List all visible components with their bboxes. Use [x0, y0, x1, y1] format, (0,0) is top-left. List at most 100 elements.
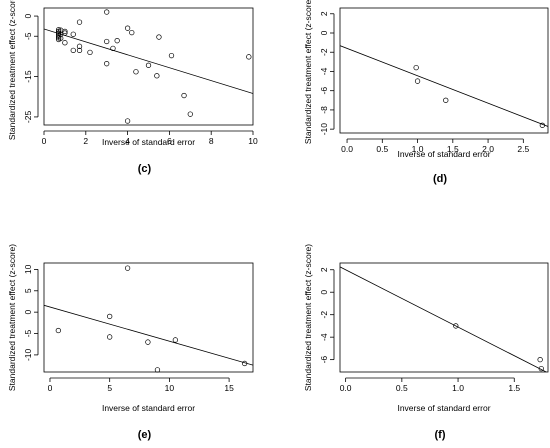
- data-point: [145, 62, 152, 68]
- data-point: [453, 323, 459, 329]
- data-point: [246, 54, 252, 60]
- chart-panel: 0.0 0.5 1.0 1.5 2 0 -2 -4 -6 Inverse of standard …: [303, 244, 549, 441]
- y-tick-label: -15: [23, 70, 33, 83]
- x-tick-label: 15: [224, 383, 234, 393]
- x-tick-label: 4: [125, 136, 130, 146]
- y-axis-label: Standardized treatment effect (z-score): [7, 244, 17, 391]
- data-point: [133, 69, 139, 75]
- y-axis-label: Standardized treatment effect (z-score): [7, 0, 17, 140]
- regression-line: [340, 266, 548, 372]
- y-tick-label: -10: [319, 123, 329, 136]
- data-point: [241, 360, 248, 367]
- x-tick-label: 2: [83, 136, 88, 146]
- regression-line: [340, 45, 548, 127]
- data-point: [154, 367, 161, 373]
- y-tick-label: 10: [23, 264, 33, 274]
- data-point: [168, 52, 175, 59]
- data-point: [413, 64, 419, 71]
- x-axis-label: Inverse of standard error: [397, 149, 490, 159]
- regression-line: [44, 304, 253, 366]
- data-point: [70, 47, 76, 54]
- y-tick-label: -5: [23, 329, 33, 337]
- data-point: [124, 25, 131, 31]
- data-point: [145, 339, 151, 345]
- x-tick-label: 10: [248, 136, 258, 146]
- chart-panel: 0.0 0.5 1.0 1.5 2.0 2.5 2 0 -2 -4 -6 -8 -10 Inverse o…: [303, 0, 549, 185]
- x-axis-label: Inverse of standard error: [102, 137, 195, 147]
- x-tick-label: 0.5: [376, 144, 388, 154]
- data-point: [62, 30, 68, 36]
- data-point: [104, 61, 110, 67]
- x-tick-label: 2.0: [482, 144, 494, 154]
- y-axis-label: Standardized treatment effect (z-score): [303, 0, 313, 144]
- data-point: [58, 35, 64, 41]
- y-tick-label: -5: [23, 32, 33, 40]
- plot-frame: [339, 7, 549, 134]
- data-point: [104, 38, 110, 45]
- data-point: [539, 122, 546, 128]
- data-point: [172, 337, 179, 343]
- y-tick-label: -2: [319, 48, 329, 56]
- data-point: [76, 43, 83, 49]
- data-point: [70, 31, 76, 37]
- x-tick-label: 0.0: [340, 383, 352, 393]
- x-tick-label: 1.5: [508, 383, 520, 393]
- data-point: [107, 334, 113, 340]
- data-point: [129, 29, 135, 36]
- data-point: [107, 313, 113, 320]
- x-tick-label: 0.0: [341, 144, 353, 154]
- data-point: [76, 19, 83, 25]
- data-point: [87, 49, 93, 56]
- x-tick-label: 0: [48, 383, 53, 393]
- y-tick-label: 5: [23, 288, 33, 293]
- data-point: [124, 265, 131, 271]
- panel-label: (f): [435, 429, 446, 441]
- data-point: [62, 40, 68, 46]
- x-tick-label: 6: [167, 136, 172, 146]
- plot-frame: [43, 262, 254, 373]
- y-tick-label: -10: [23, 348, 33, 361]
- x-tick-label: 0: [42, 136, 47, 146]
- x-axis-label: Inverse of standard error: [102, 403, 195, 413]
- y-tick-label: 0: [319, 290, 329, 295]
- x-tick-label: 1.0: [412, 144, 424, 154]
- data-point: [154, 73, 160, 79]
- data-point: [443, 97, 449, 103]
- x-tick-label: 0.5: [396, 383, 408, 393]
- y-tick-label: 2: [319, 267, 329, 272]
- y-tick-label: 0: [23, 13, 33, 18]
- data-point: [76, 47, 83, 54]
- x-axis-label: Inverse of standard error: [397, 403, 490, 413]
- data-point: [62, 28, 68, 35]
- y-tick-label: -2: [319, 311, 329, 319]
- data-point: [156, 34, 162, 40]
- data-point: [114, 38, 120, 44]
- y-tick-label: 0: [319, 30, 329, 35]
- x-tick-label: 1.0: [452, 383, 464, 393]
- y-axis-label: Standardized treatment effect (z-score): [303, 244, 313, 391]
- panel-label: (c): [138, 163, 152, 175]
- regression-line: [44, 28, 253, 94]
- plot-frame: [43, 7, 254, 126]
- y-tick-label: -25: [23, 111, 33, 124]
- data-point: [104, 9, 110, 15]
- y-tick-label: -4: [319, 67, 329, 75]
- chart-panel: 0 2 4 6 8 10 0 -5 -15 -25 Inverse of standard erro…: [7, 0, 258, 175]
- data-point: [181, 92, 187, 99]
- y-tick-label: 0: [23, 310, 33, 315]
- chart-panel: 0 5 10 15 10 5 0 -5 -10 Inverse of standard error…: [7, 244, 254, 441]
- data-point: [537, 356, 543, 363]
- y-tick-label: -4: [319, 333, 329, 341]
- y-tick-label: -8: [319, 106, 329, 114]
- x-tick-label: 2.5: [517, 144, 529, 154]
- data-point: [187, 111, 193, 117]
- plot-frame: [339, 262, 549, 373]
- x-tick-label: 8: [209, 136, 214, 146]
- panel-label: (e): [138, 429, 152, 441]
- y-tick-label: -6: [319, 87, 329, 95]
- x-tick-label: 10: [165, 383, 175, 393]
- y-tick-label: 2: [319, 11, 329, 16]
- data-point: [55, 327, 61, 334]
- y-tick-label: -6: [319, 356, 329, 364]
